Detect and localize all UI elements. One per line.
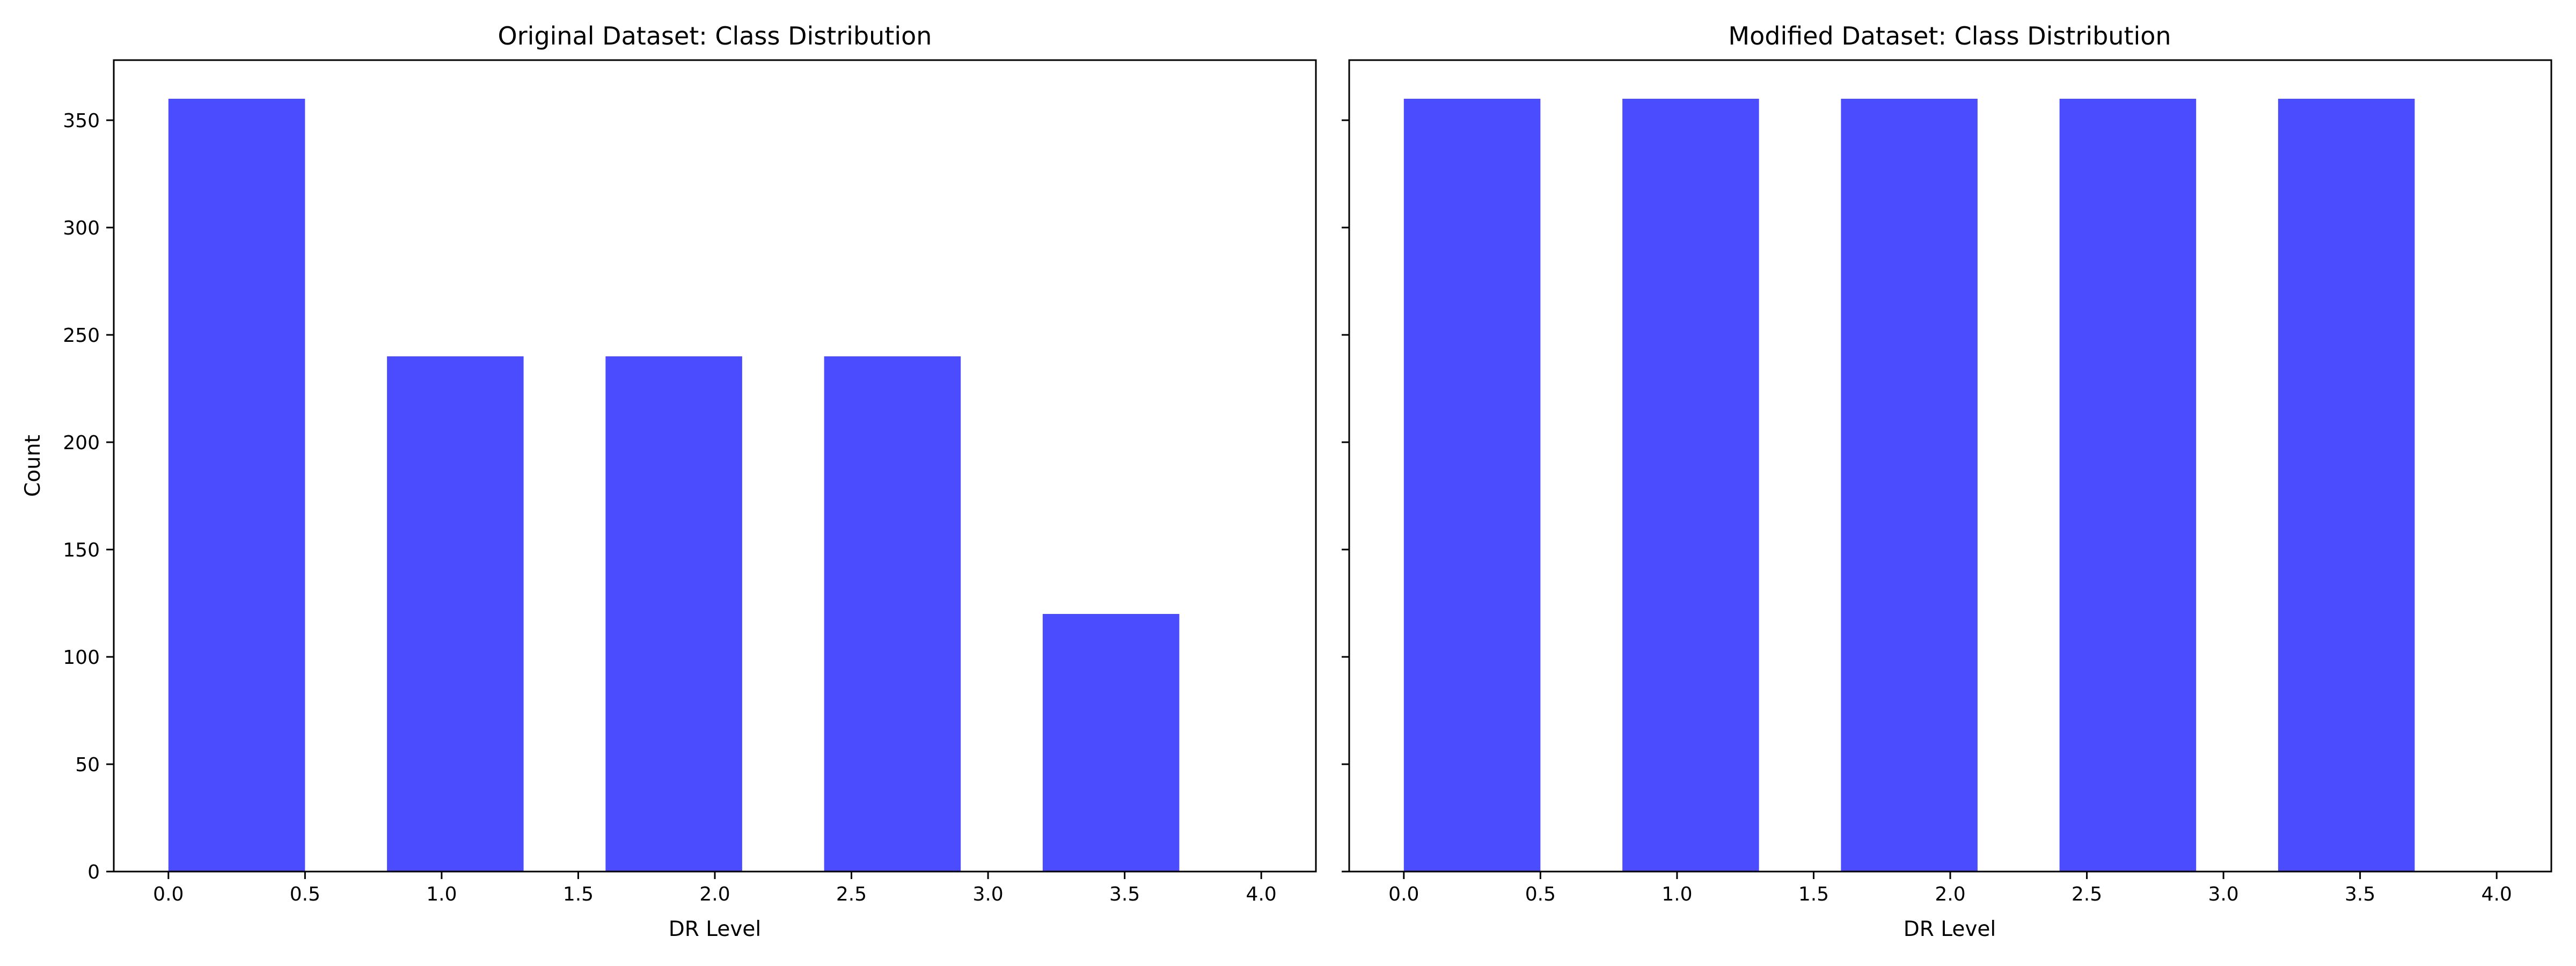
y-tick-label: 300 [63,217,100,239]
x-tick-label: 3.0 [972,883,1003,905]
x-tick-label: 0.5 [290,883,320,905]
x-tick-label: 2.0 [1935,883,1965,905]
y-axis-ticks: 0 50 100 150 200 250 300 350 [63,110,114,883]
chart-title: Modified Dataset: Class Distribution [1728,21,2171,50]
x-tick-label: 3.5 [1109,883,1140,905]
x-tick-label: 3.5 [2345,883,2375,905]
bar-4 [1042,614,1180,872]
x-tick-label: 4.0 [2482,883,2512,905]
y-axis-ticks [1342,119,1349,873]
bars [1403,99,2415,872]
y-tick-label: 250 [63,325,100,347]
y-tick-label: 350 [63,110,100,132]
x-tick-label: 2.0 [699,883,730,905]
x-axis-label: DR Level [669,917,761,941]
x-tick-label: 1.5 [1798,883,1829,905]
x-tick-label: 4.0 [1246,883,1277,905]
bars [168,99,1180,872]
bar-2 [605,356,742,872]
bar-2 [1841,99,1978,872]
bar-0 [1403,99,1541,872]
x-tick-label: 3.0 [2208,883,2238,905]
original-class-distribution-chart: Original Dataset: Class Distribution 0.0… [21,21,1317,941]
x-tick-label: 1.5 [563,883,594,905]
y-tick-label: 200 [63,432,100,454]
y-tick-label: 100 [63,647,100,669]
x-tick-label: 0.0 [1388,883,1419,905]
x-axis-ticks: 0.0 0.5 1.0 1.5 2.0 2.5 3.0 3.5 4.0 [1388,872,2512,905]
bar-3 [2059,99,2197,872]
x-tick-label: 2.5 [2072,883,2102,905]
y-tick-label: 150 [63,539,100,561]
y-tick-label: 0 [87,861,100,883]
x-tick-label: 0.5 [1525,883,1556,905]
bar-3 [824,356,961,872]
x-tick-label: 1.0 [1662,883,1692,905]
bar-0 [168,99,305,872]
x-tick-label: 2.5 [836,883,867,905]
modified-class-distribution-chart: Modified Dataset: Class Distribution 0.0… [1342,21,2552,941]
bar-1 [387,356,524,872]
y-tick-label: 50 [75,754,100,776]
bar-4 [2278,99,2415,872]
x-tick-label: 0.0 [153,883,184,905]
y-axis-label: Count [21,435,45,497]
x-axis-label: DR Level [1904,917,1996,941]
bar-1 [1622,99,1759,872]
chart-title: Original Dataset: Class Distribution [498,21,932,50]
x-tick-label: 1.0 [426,883,457,905]
x-axis-ticks: 0.0 0.5 1.0 1.5 2.0 2.5 3.0 3.5 4.0 [153,872,1277,905]
